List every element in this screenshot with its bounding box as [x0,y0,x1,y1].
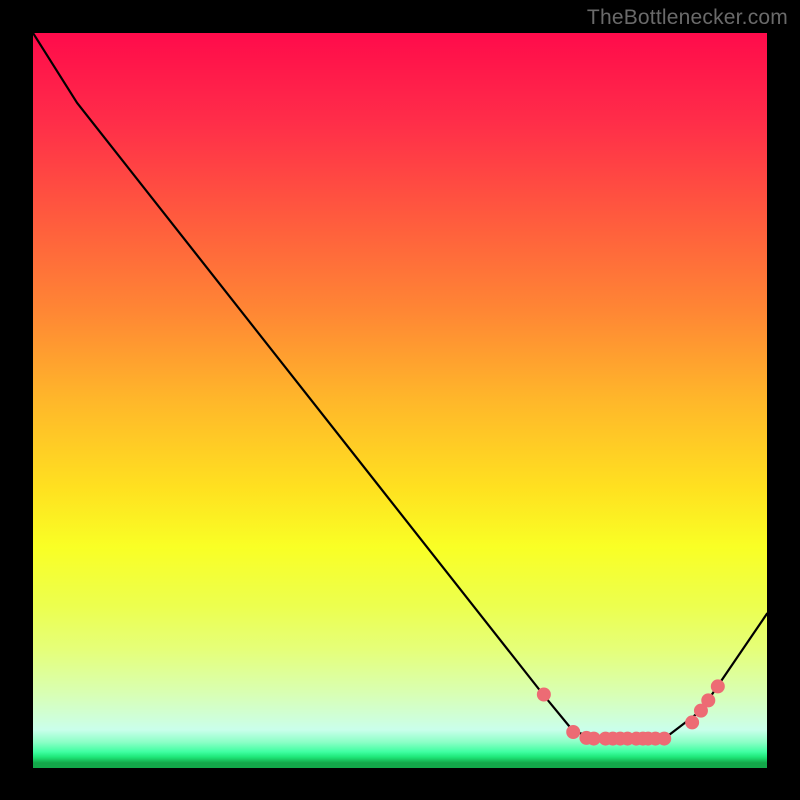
marker-point [567,725,580,738]
marker-point [686,716,699,729]
marker-point [658,732,671,745]
plot-area [33,33,767,768]
marker-point [587,732,600,745]
chart-svg [33,33,767,768]
watermark-text: TheBottlenecker.com [587,6,788,30]
marker-point [537,688,550,701]
marker-point [702,694,715,707]
gradient-background [33,33,767,768]
chart-container: TheBottlenecker.com [0,0,800,800]
marker-point [711,680,724,693]
